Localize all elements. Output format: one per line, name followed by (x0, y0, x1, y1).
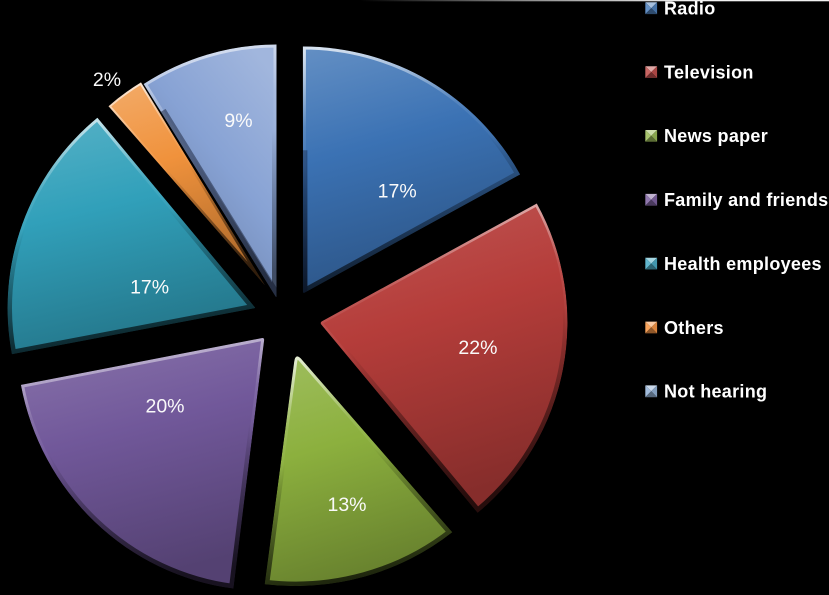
svg-text:Family and friends: Family and friends (664, 190, 828, 210)
svg-text:Health employees: Health employees (664, 254, 822, 274)
svg-text:9%: 9% (224, 110, 252, 132)
svg-text:20%: 20% (145, 396, 184, 418)
svg-text:17%: 17% (378, 181, 417, 203)
svg-text:News paper: News paper (664, 126, 768, 146)
svg-text:13%: 13% (327, 494, 366, 516)
svg-text:Others: Others (664, 318, 724, 338)
svg-text:Not hearing: Not hearing (664, 382, 767, 402)
svg-text:Radio: Radio (664, 0, 716, 19)
svg-text:17%: 17% (130, 277, 169, 299)
svg-text:2%: 2% (93, 69, 121, 91)
svg-text:Television: Television (664, 62, 754, 82)
svg-text:22%: 22% (458, 337, 497, 359)
